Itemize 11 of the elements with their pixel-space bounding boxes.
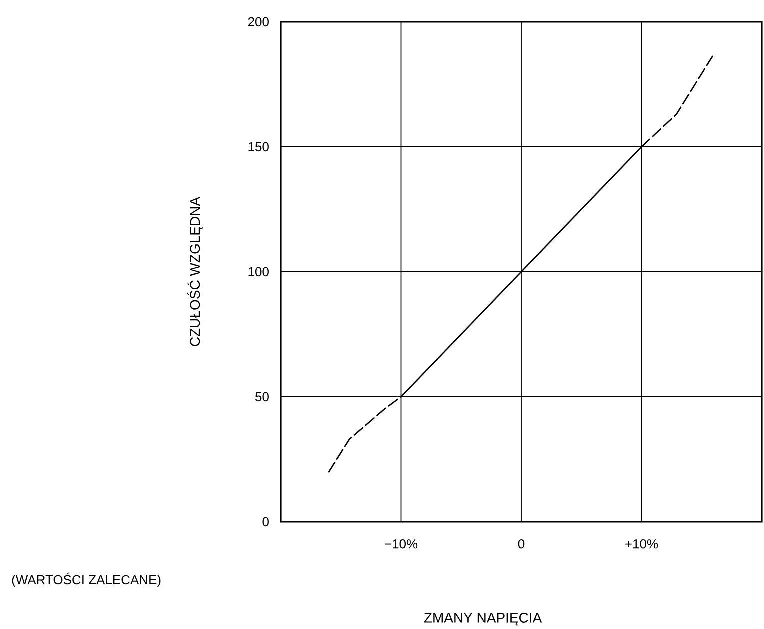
y-axis-title: CZUŁOŚĆ WZGLĘDNA (187, 196, 203, 346)
y-tick-label: 150 (248, 142, 269, 152)
y-tick-label: 50 (256, 392, 269, 402)
x-axis-title: ZMANY NAPIĘCIA (424, 612, 542, 626)
text: (WARTOŚCI ZALECANE) (12, 572, 161, 588)
x-tick-label: −10% (385, 540, 418, 549)
x-tick-label: +10% (626, 540, 658, 549)
y-tick-label: 0 (262, 517, 269, 527)
x-tick-label: 0 (518, 540, 525, 549)
y-tick-label: 200 (248, 17, 269, 27)
y-tick-label: 100 (248, 267, 269, 277)
